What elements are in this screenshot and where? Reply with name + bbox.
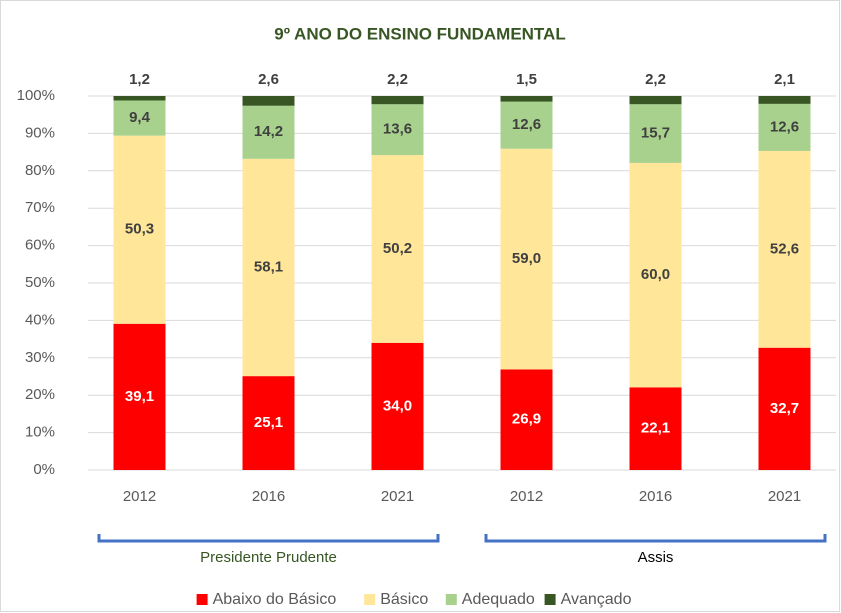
legend-swatch (544, 594, 556, 605)
bar-segment (113, 323, 166, 470)
legend-label: Adequado (462, 591, 535, 608)
legend-swatch (196, 594, 208, 605)
group-bracket (97, 534, 440, 543)
data-label: 15,7 (641, 125, 670, 142)
y-tick-label: 90% (25, 124, 55, 141)
data-label: 50,3 (125, 221, 154, 238)
y-tick-label: 20% (25, 386, 55, 403)
bar-segment (242, 158, 295, 377)
legend-label: Básico (380, 591, 428, 608)
y-tick-label: 30% (25, 349, 55, 366)
bar-segment (500, 96, 553, 102)
data-label: 13,6 (383, 121, 412, 138)
legend-swatch (445, 594, 457, 605)
y-tick-label: 40% (25, 311, 55, 328)
data-label: 52,6 (770, 240, 799, 257)
x-tick-label: 2016 (252, 488, 285, 505)
y-tick-label: 0% (33, 461, 55, 478)
data-label: 39,1 (125, 388, 154, 405)
group-bracket (484, 534, 827, 543)
legend-swatch (364, 594, 376, 605)
bar-segment (758, 150, 811, 348)
chart-title: 9º ANO DO ENSINO FUNDAMENTAL (274, 24, 565, 43)
bar-segment (371, 104, 424, 156)
bar-segment (758, 347, 811, 470)
bar-segment (242, 376, 295, 470)
y-tick-label: 10% (25, 424, 55, 441)
data-label: 34,0 (383, 397, 412, 414)
x-tick-label: 2021 (381, 488, 414, 505)
bar-segment (758, 103, 811, 151)
legend-label: Abaixo do Básico (213, 591, 337, 608)
x-tick-label: 2012 (123, 488, 156, 505)
data-label: 25,1 (254, 414, 283, 431)
bar-segment (629, 96, 682, 105)
bar-segment (500, 101, 553, 149)
data-label: 22,1 (641, 420, 670, 437)
bar-segment (242, 96, 295, 106)
data-label: 50,2 (383, 240, 412, 257)
data-label: 60,0 (641, 266, 670, 283)
data-label: 12,6 (770, 118, 799, 135)
data-label: 2,2 (645, 71, 666, 88)
data-label: 59,0 (512, 250, 541, 267)
bar-segment (113, 100, 166, 136)
group-label: Assis (638, 549, 674, 566)
bar-segment (371, 96, 424, 105)
y-tick-label: 100% (17, 87, 55, 104)
bar-segment (758, 96, 811, 104)
data-label: 1,5 (516, 71, 537, 88)
data-label: 9,4 (129, 109, 151, 126)
bar-segment (629, 104, 682, 163)
bar-segment (371, 342, 424, 470)
bar-segment (371, 155, 424, 343)
y-tick-label: 80% (25, 162, 55, 179)
y-tick-label: 50% (25, 274, 55, 291)
bar-segment (242, 105, 295, 159)
x-tick-label: 2012 (510, 488, 543, 505)
data-label: 26,9 (512, 411, 541, 428)
data-label: 2,6 (258, 71, 279, 88)
bar-segment (629, 162, 682, 388)
data-label: 32,7 (770, 400, 799, 417)
bar-segment (629, 387, 682, 470)
bar-segment (500, 148, 553, 370)
y-tick-label: 60% (25, 237, 55, 254)
data-label: 2,1 (774, 71, 795, 88)
x-tick-label: 2021 (768, 488, 801, 505)
bar-segment (113, 96, 166, 101)
data-label: 1,2 (129, 71, 150, 88)
group-label: Presidente Prudente (200, 549, 337, 566)
y-tick-label: 70% (25, 199, 55, 216)
legend-label: Avançado (561, 591, 632, 608)
x-tick-label: 2016 (639, 488, 672, 505)
bar-segment (500, 369, 553, 470)
data-label: 58,1 (254, 258, 283, 275)
bar-segment (113, 135, 166, 324)
data-label: 12,6 (512, 116, 541, 133)
data-label: 14,2 (254, 123, 283, 140)
data-label: 2,2 (387, 71, 408, 88)
